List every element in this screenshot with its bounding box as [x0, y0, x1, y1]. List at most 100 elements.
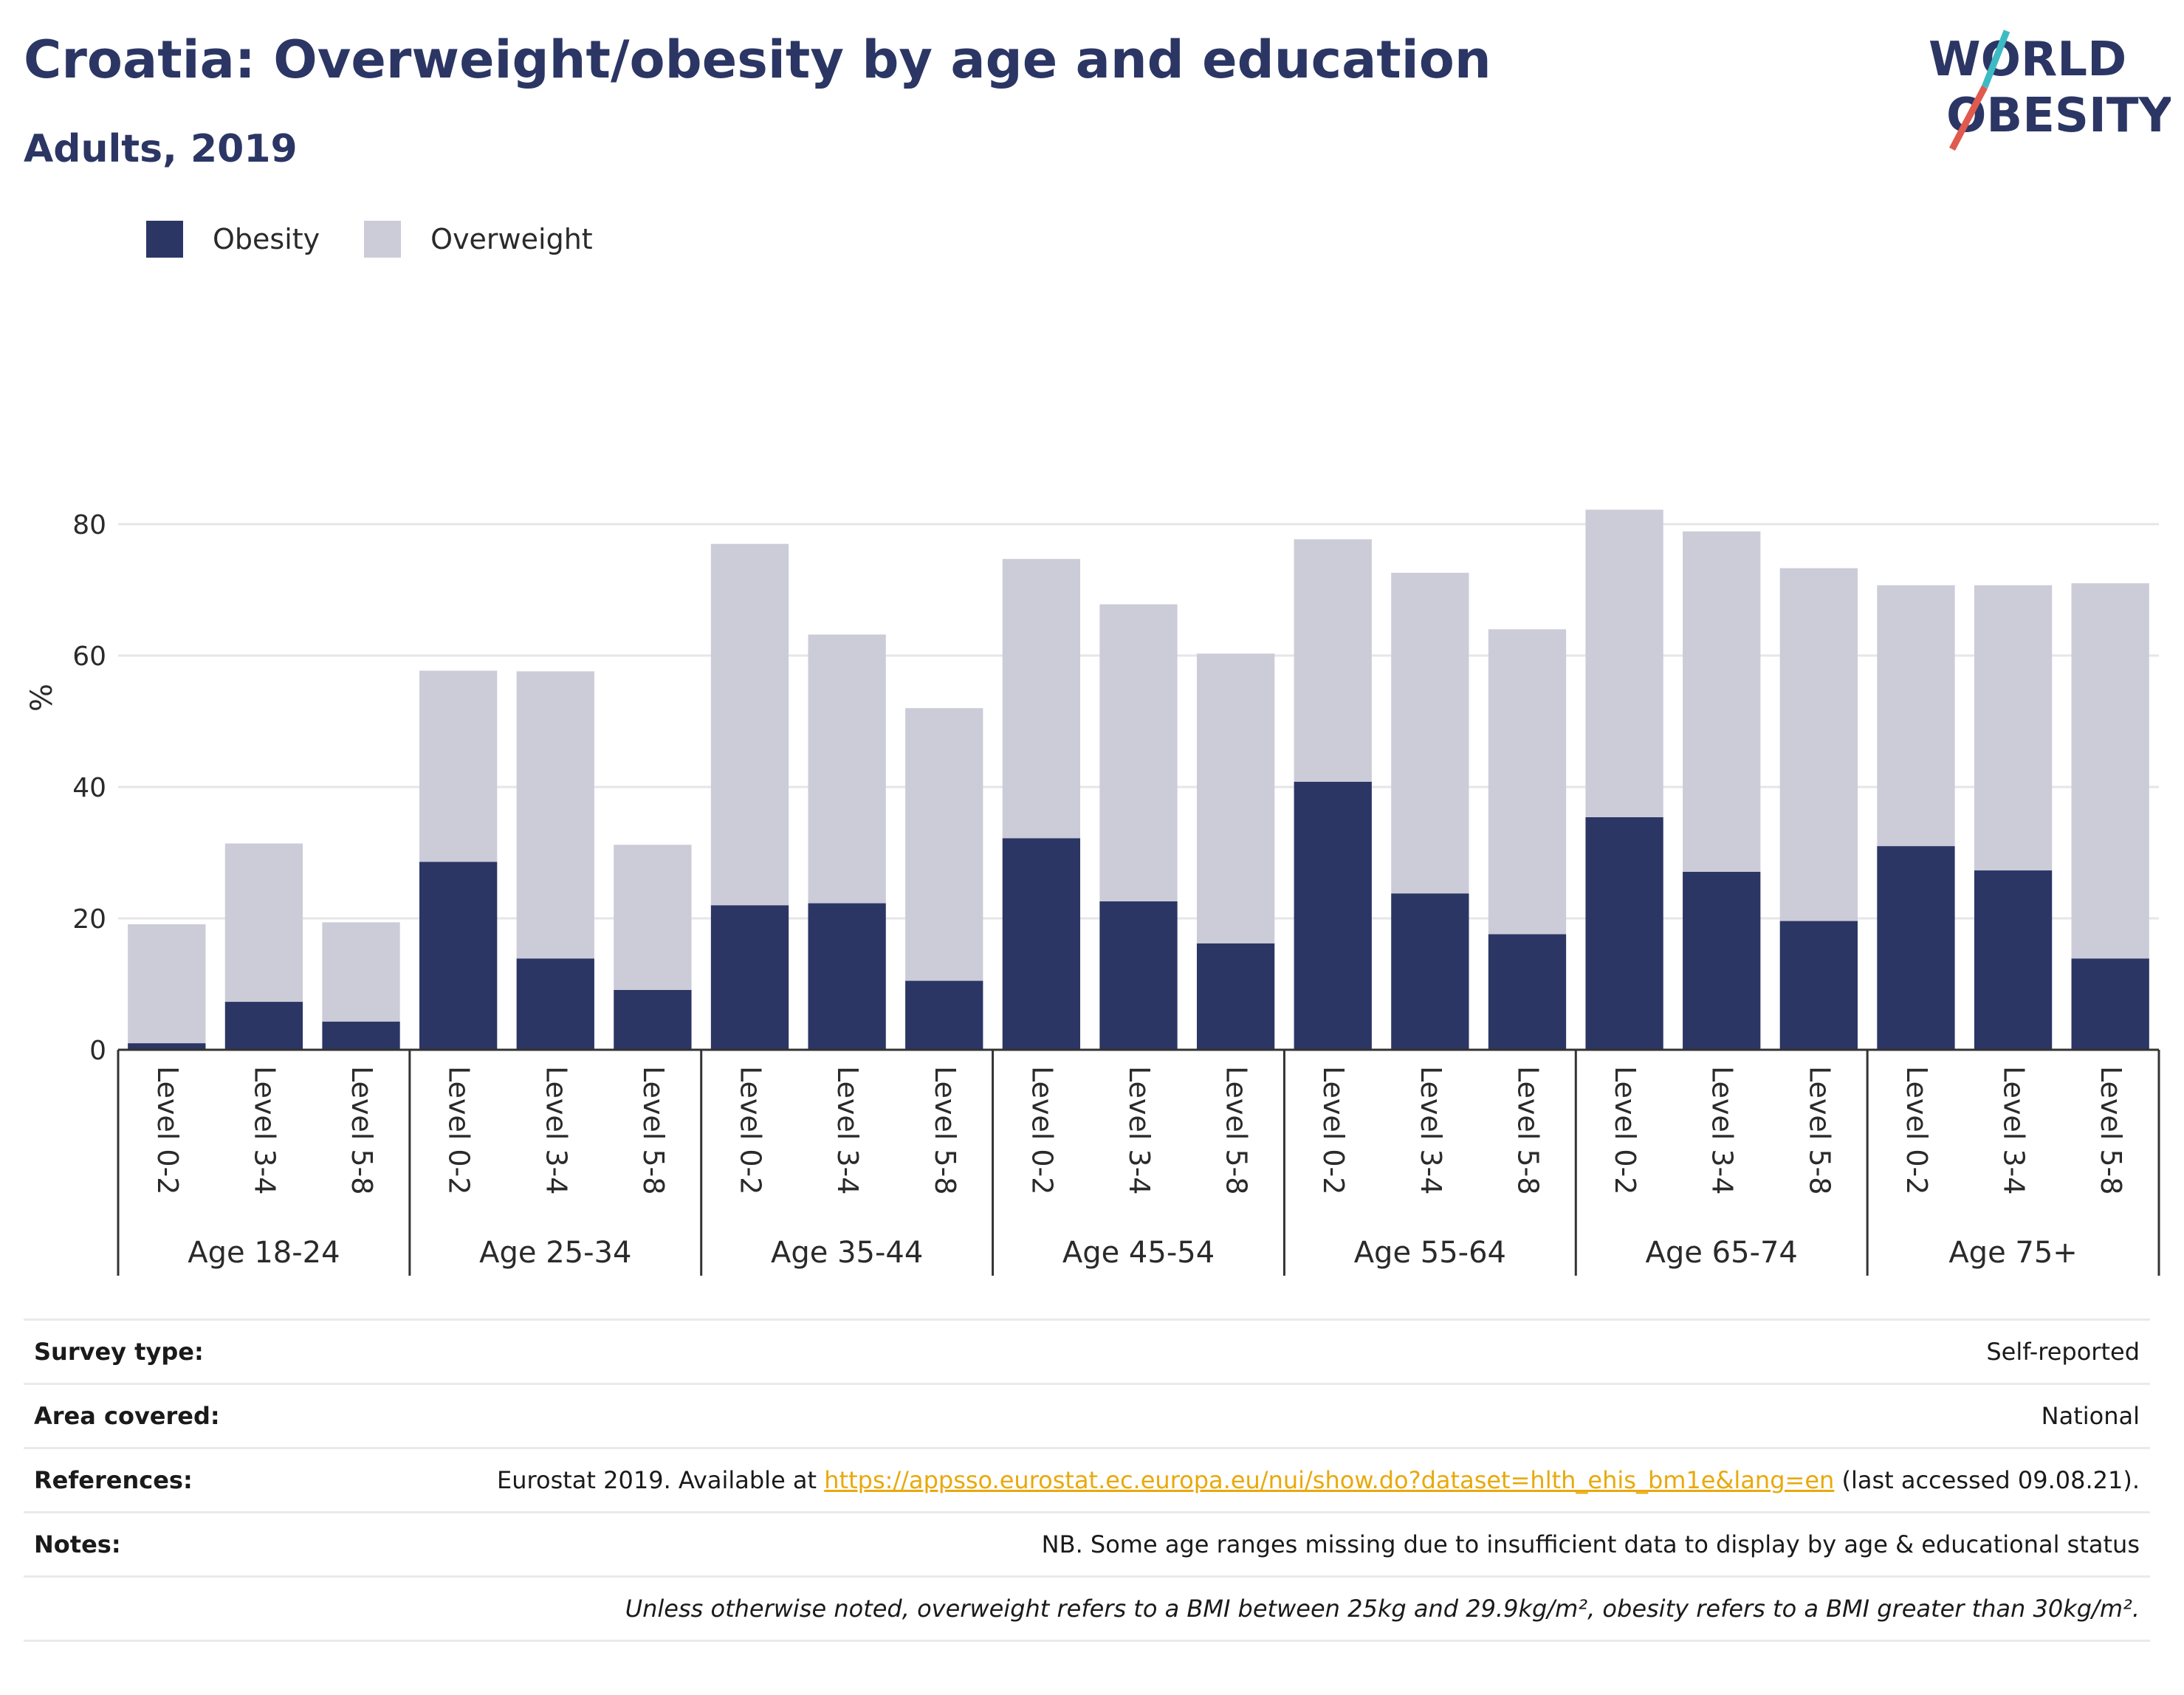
bar-chart: 0 20 40 60 80% Level 0-2 Level 3-4 Level 5-8 Lev… — [25, 509, 2160, 1276]
bar-overweight — [1974, 585, 2053, 871]
bar-overweight — [128, 924, 206, 1044]
meta-survey-row: Survey type: Self-reported — [24, 1318, 2150, 1383]
x-tick-label: Level 3-4 — [540, 1066, 572, 1194]
y-axis-label: % — [25, 684, 59, 712]
chart-subtitle: Adults, 2019 — [24, 127, 298, 171]
bar-overweight — [614, 845, 692, 991]
meta-references-row: References: Eurostat 2019. Available at … — [24, 1447, 2150, 1511]
bar-overweight — [1683, 531, 1761, 872]
references-suffix: (last accessed 09.08.21). — [1834, 1466, 2140, 1494]
x-tick-label: Level 0-2 — [1026, 1066, 1058, 1194]
bar-obesity — [419, 862, 498, 1050]
x-tick-label: Level 5-8 — [637, 1066, 670, 1194]
y-tick-label: 40 — [72, 773, 106, 803]
svg-text:WORLD: WORLD — [1929, 32, 2126, 87]
bar-obesity — [1683, 871, 1761, 1050]
bar-overweight — [710, 543, 789, 906]
bar-overweight — [1099, 604, 1178, 901]
x-tick-label: Level 5-8 — [929, 1066, 961, 1194]
bar-overweight — [1488, 629, 1567, 935]
bar-obesity — [322, 1021, 400, 1050]
bar-overweight — [1391, 572, 1469, 894]
bar-overweight — [516, 671, 594, 959]
bar-overweight — [1294, 539, 1372, 782]
legend-obesity-swatch — [146, 221, 183, 258]
y-tick-label: 60 — [72, 642, 106, 672]
x-tick-label: Level 5-8 — [1220, 1066, 1253, 1194]
legend-obesity-label: Obesity — [213, 223, 320, 255]
meta-notes-value: NB. Some age ranges missing due to insuf… — [1041, 1530, 2140, 1558]
meta-footnote-row: Unless otherwise noted, overweight refer… — [24, 1575, 2150, 1642]
meta-area-row: Area covered: National — [24, 1383, 2150, 1447]
references-link[interactable]: https://appsso.eurostat.ec.europa.eu/nui… — [824, 1466, 1835, 1494]
group-label: Age 35-44 — [771, 1236, 923, 1270]
bar-obesity — [128, 1043, 206, 1050]
meta-area-value: National — [2041, 1402, 2140, 1430]
world-obesity-logo: WORLD OBESITY — [1929, 30, 2171, 151]
bar-overweight — [1002, 559, 1081, 839]
bar-obesity — [1974, 870, 2053, 1050]
x-tick-label: Level 3-4 — [1998, 1066, 2030, 1194]
legend: Obesity Overweight — [146, 219, 637, 260]
svg-text:OBESITY: OBESITY — [1946, 89, 2171, 143]
bar-obesity — [808, 903, 886, 1050]
x-tick-label: Level 5-8 — [2095, 1066, 2127, 1194]
metadata-table: Survey type: Self-reported Area covered:… — [24, 1318, 2150, 1642]
x-tick-label: Level 3-4 — [1123, 1066, 1155, 1194]
bar-obesity — [710, 905, 789, 1050]
y-tick-label: 80 — [72, 510, 106, 540]
x-tick-label: Level 0-2 — [735, 1066, 767, 1194]
bar-obesity — [1002, 838, 1081, 1050]
x-tick-label: Level 5-8 — [1803, 1066, 1836, 1194]
meta-footnote: Unless otherwise noted, overweight refer… — [625, 1595, 2140, 1623]
bar-overweight — [322, 922, 400, 1022]
bar-obesity — [1585, 816, 1663, 1050]
x-tick-label: Level 0-2 — [1609, 1066, 1641, 1194]
x-tick-label: Level 3-4 — [1415, 1066, 1447, 1194]
bar-overweight — [1779, 568, 1858, 921]
group-label: Age 75+ — [1948, 1236, 2078, 1270]
meta-survey-value: Self-reported — [1986, 1338, 2140, 1366]
bar-obesity — [1488, 934, 1567, 1050]
group-label: Age 65-74 — [1646, 1236, 1798, 1270]
meta-notes-label: Notes: — [34, 1530, 121, 1558]
meta-survey-label: Survey type: — [34, 1338, 204, 1366]
bar-obesity — [1779, 921, 1858, 1050]
x-tick-label: Level 0-2 — [151, 1066, 184, 1194]
bar-overweight — [1585, 509, 1663, 817]
meta-notes-row: Notes: NB. Some age ranges missing due t… — [24, 1511, 2150, 1575]
bar-overweight — [419, 670, 498, 862]
x-tick-label: Level 3-4 — [1706, 1066, 1739, 1194]
x-tick-label: Level 0-2 — [443, 1066, 475, 1194]
group-label: Age 55-64 — [1354, 1236, 1506, 1270]
bar-overweight — [905, 708, 983, 981]
bar-obesity — [1391, 893, 1469, 1050]
bar-obesity — [614, 990, 692, 1050]
group-label: Age 18-24 — [188, 1236, 340, 1270]
bar-obesity — [1294, 781, 1372, 1050]
y-tick-label: 0 — [89, 1036, 106, 1066]
chart-title: Croatia: Overweight/obesity by age and e… — [24, 30, 1491, 90]
bar-obesity — [905, 980, 983, 1050]
bar-overweight — [1877, 585, 1955, 847]
x-tick-label: Level 0-2 — [1317, 1066, 1350, 1194]
meta-area-label: Area covered: — [34, 1402, 220, 1430]
bar-obesity — [1099, 901, 1178, 1050]
bar-obesity — [2071, 958, 2149, 1050]
legend-obesity[interactable]: Obesity — [146, 221, 320, 258]
meta-references-label: References: — [34, 1466, 193, 1494]
x-tick-label: Level 3-4 — [248, 1066, 281, 1194]
references-prefix: Eurostat 2019. Available at — [497, 1466, 825, 1494]
legend-overweight[interactable]: Overweight — [364, 221, 593, 258]
x-tick-label: Level 5-8 — [1511, 1066, 1544, 1194]
bar-overweight — [1196, 653, 1275, 943]
x-tick-label: Level 0-2 — [1900, 1066, 1933, 1194]
bar-overweight — [224, 843, 303, 1003]
bar-obesity — [1877, 846, 1955, 1050]
bar-obesity — [224, 1002, 303, 1050]
legend-overweight-label: Overweight — [430, 223, 593, 255]
group-label: Age 45-54 — [1062, 1236, 1215, 1270]
legend-overweight-swatch — [364, 221, 402, 258]
x-tick-label: Level 5-8 — [346, 1066, 378, 1194]
meta-references-value: Eurostat 2019. Available at https://apps… — [497, 1464, 2140, 1496]
